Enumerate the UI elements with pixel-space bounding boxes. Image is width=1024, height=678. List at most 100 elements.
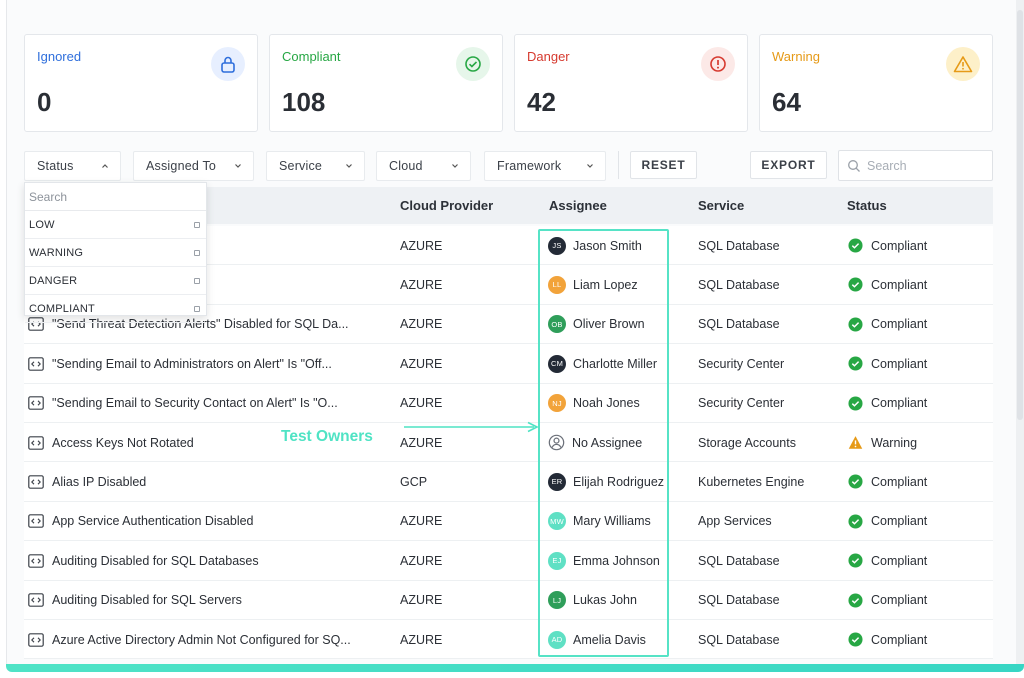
export-button[interactable]: EXPORT: [750, 151, 827, 179]
chevron-down-icon: [452, 164, 458, 168]
chevron-down-icon: [346, 164, 352, 168]
reset-button[interactable]: RESET: [630, 151, 697, 179]
rule-name[interactable]: "Sending Email to Security Contact on Al…: [52, 396, 338, 411]
alert-circle-icon: [701, 47, 735, 81]
assignee-cell[interactable]: LJ Lukas John: [548, 581, 637, 620]
checkbox[interactable]: [194, 222, 200, 228]
rule-name-cell: "Sending Email to Administrators on Aler…: [28, 344, 332, 383]
scrollbar-thumb[interactable]: [1017, 10, 1023, 420]
assignee-cell[interactable]: OB Oliver Brown: [548, 305, 645, 344]
card-value: 64: [772, 87, 801, 117]
assignee-cell[interactable]: NJ Noah Jones: [548, 384, 640, 423]
column-header-cloud[interactable]: Cloud Provider: [400, 198, 494, 213]
code-window-icon: [28, 475, 44, 489]
service-filter[interactable]: Service: [266, 151, 365, 181]
dropdown-option-low[interactable]: LOW: [25, 211, 206, 239]
assignee-cell[interactable]: ER Elijah Rodriguez: [548, 462, 664, 501]
avatar: LL: [548, 275, 566, 294]
assignee-cell[interactable]: EJ Emma Johnson: [548, 541, 660, 580]
assigned-to-filter[interactable]: Assigned To: [133, 151, 254, 181]
avatar: CM: [548, 354, 566, 373]
assignee-name: Liam Lopez: [573, 277, 638, 292]
service-filter-label: Service: [279, 159, 323, 173]
status-cell: Compliant: [848, 344, 927, 383]
cloud-filter[interactable]: Cloud: [376, 151, 471, 181]
warning-triangle-icon: [946, 47, 980, 81]
service-cell: SQL Database: [698, 593, 780, 608]
rule-name[interactable]: Auditing Disabled for SQL Servers: [52, 593, 242, 608]
dropdown-option-warning[interactable]: WARNING: [25, 239, 206, 267]
dropdown-option-label: WARNING: [29, 246, 84, 259]
assignee-cell[interactable]: CM Charlotte Miller: [548, 344, 657, 383]
table-row[interactable]: App Service Authentication Disabled AZURE…: [24, 501, 993, 542]
table-row[interactable]: Azure Active Directory Admin Not Configu…: [24, 620, 993, 660]
dropdown-search-input[interactable]: [25, 183, 206, 211]
card-compliant[interactable]: Compliant 108: [269, 34, 503, 132]
rule-name[interactable]: "Sending Email to Administrators on Aler…: [52, 356, 332, 371]
status-label: Compliant: [871, 632, 928, 647]
assignee-name: Mary Williams: [573, 514, 651, 529]
status-label: Compliant: [871, 356, 928, 371]
status-cell: Compliant: [848, 581, 927, 620]
check-circle-icon: [848, 593, 863, 608]
table-row[interactable]: "Sending Email to Security Contact on Al…: [24, 383, 993, 423]
status-cell: Compliant: [848, 305, 927, 344]
service-cell: SQL Database: [698, 632, 780, 647]
dropdown-option-label: DANGER: [29, 274, 78, 287]
status-label: Compliant: [871, 593, 928, 608]
rule-name[interactable]: Alias IP Disabled: [52, 474, 147, 489]
column-header-service[interactable]: Service: [698, 198, 745, 213]
checkbox[interactable]: [194, 278, 200, 284]
avatar: AD: [548, 630, 566, 649]
card-title: Compliant: [282, 49, 341, 64]
table-row[interactable]: Auditing Disabled for SQL Databases AZURE…: [24, 541, 993, 581]
rule-name-cell: Azure Active Directory Admin Not Configu…: [28, 620, 351, 659]
rule-name[interactable]: "Send Threat Detection Alerts" Disabled …: [52, 317, 349, 332]
card-title: Danger: [527, 49, 570, 64]
rule-name[interactable]: Azure Active Directory Admin Not Configu…: [52, 632, 351, 647]
card-ignored[interactable]: Ignored 0: [24, 34, 258, 132]
status-filter[interactable]: Status: [24, 151, 121, 181]
card-danger[interactable]: Danger 42: [514, 34, 748, 132]
cloud-provider-cell: AZURE: [400, 632, 443, 647]
status-cell: Compliant: [848, 541, 927, 580]
avatar: MW: [548, 512, 566, 531]
assignee-cell[interactable]: JS Jason Smith: [548, 226, 642, 265]
status-label: Compliant: [871, 317, 928, 332]
rule-name[interactable]: Access Keys Not Rotated: [52, 435, 194, 450]
dropdown-option-danger[interactable]: DANGER: [25, 267, 206, 295]
table-row[interactable]: "Send Threat Detection Alerts" Disabled …: [24, 304, 993, 345]
column-header-assignee[interactable]: Assignee: [549, 198, 607, 213]
table-search[interactable]: [838, 150, 993, 181]
service-cell: SQL Database: [698, 238, 780, 253]
rule-name-cell: Auditing Disabled for SQL Databases: [28, 541, 259, 580]
assignee-cell[interactable]: LL Liam Lopez: [548, 265, 638, 304]
annotation-label: Test Owners: [281, 428, 373, 445]
dropdown-option-compliant[interactable]: COMPLIANT: [25, 295, 206, 323]
search-input[interactable]: [867, 158, 987, 173]
rule-name[interactable]: Auditing Disabled for SQL Databases: [52, 553, 259, 568]
cloud-provider-cell: GCP: [400, 474, 428, 489]
avatar: EJ: [548, 551, 566, 570]
assignee-cell[interactable]: AD Amelia Davis: [548, 620, 646, 659]
rule-name-cell: "Send Threat Detection Alerts" Disabled …: [28, 305, 349, 344]
dropdown-option-label: COMPLIANT: [29, 302, 95, 315]
cloud-provider-cell: AZURE: [400, 277, 443, 292]
table-row[interactable]: "Sending Email to Administrators on Aler…: [24, 344, 993, 384]
table-row[interactable]: Alias IP Disabled GCP ER Elijah Rodriguez Ku…: [24, 462, 993, 502]
cloud-provider-cell: AZURE: [400, 396, 443, 411]
code-window-icon: [28, 356, 44, 371]
avatar: OB: [548, 315, 566, 334]
assignee-cell[interactable]: MW Mary Williams: [548, 502, 651, 541]
assignee-name: Emma Johnson: [573, 553, 660, 568]
column-header-status[interactable]: Status: [847, 198, 887, 213]
framework-filter[interactable]: Framework: [484, 151, 606, 181]
table-row[interactable]: Auditing Disabled for SQL Servers AZURE LJ…: [24, 580, 993, 620]
checkbox[interactable]: [194, 250, 200, 256]
rule-name[interactable]: App Service Authentication Disabled: [52, 514, 254, 529]
card-warning[interactable]: Warning 64: [759, 34, 993, 132]
table-row[interactable]: Access Keys Not Rotated AZURE No Assignee S…: [24, 423, 993, 463]
assignee-name: Lukas John: [573, 593, 637, 608]
checkbox[interactable]: [194, 306, 200, 312]
assignee-cell[interactable]: No Assignee: [548, 423, 642, 462]
